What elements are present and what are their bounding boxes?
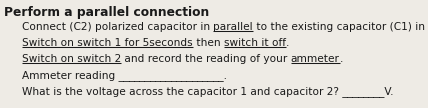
Text: Switch on switch 1 for 5seconds: Switch on switch 1 for 5seconds (22, 38, 193, 48)
Text: Perform a parallel connection: Perform a parallel connection (4, 6, 209, 19)
Text: Connect (C2) polarized capacitor in: Connect (C2) polarized capacitor in (22, 22, 214, 32)
Text: to the existing capacitor (C1) in the circuit.: to the existing capacitor (C1) in the ci… (253, 22, 428, 32)
Text: ammeter: ammeter (291, 54, 340, 64)
Text: .: . (285, 38, 289, 48)
Text: Ammeter reading ____________________.: Ammeter reading ____________________. (22, 70, 227, 81)
Text: What is the voltage across the capacitor 1 and capacitor 2? ________V.: What is the voltage across the capacitor… (22, 86, 393, 97)
Text: Switch on switch 2: Switch on switch 2 (22, 54, 121, 64)
Text: then: then (193, 38, 223, 48)
Text: switch it off: switch it off (223, 38, 285, 48)
Text: parallel: parallel (214, 22, 253, 32)
Text: .: . (340, 54, 343, 64)
Text: and record the reading of your: and record the reading of your (121, 54, 291, 64)
